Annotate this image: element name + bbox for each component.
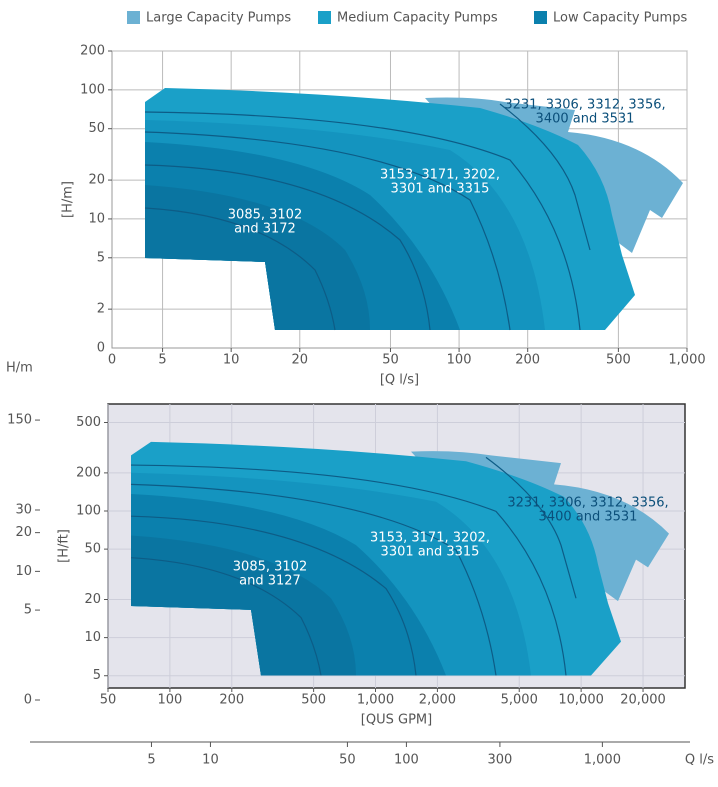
x-tick-label: 10,000	[558, 693, 604, 708]
y-tick-label: 500	[76, 415, 101, 430]
x-tick-label: 5	[158, 353, 166, 368]
annotation: 3301 and 3315	[381, 545, 480, 560]
legend-label: Medium Capacity Pumps	[337, 11, 498, 26]
annotation: 3231, 3306, 3312, 3356,	[504, 98, 665, 113]
y2-tick-label: 20	[15, 525, 32, 540]
y2-tick-label: 10	[15, 564, 32, 579]
annotation: and 3172	[234, 222, 296, 237]
y2-axis-label: H/m	[6, 361, 33, 376]
x-axis-label: [QUS GPM]	[361, 713, 432, 728]
annotation: 3301 and 3315	[391, 182, 490, 197]
x-tick-label: 200	[515, 353, 540, 368]
annotation: and 3127	[239, 574, 301, 589]
y2-origin-label: 0	[24, 693, 32, 708]
y2-tick-label: 150	[7, 413, 32, 428]
legend-swatch	[534, 11, 547, 24]
y2-tick-label: 30	[15, 502, 32, 517]
x-tick-label: 100	[447, 353, 472, 368]
legend-label: Low Capacity Pumps	[553, 11, 687, 26]
y-axis-label: [H/m]	[61, 181, 76, 218]
annotation: 3085, 3102	[233, 560, 307, 575]
y-tick-label: 20	[88, 173, 105, 188]
x-tick-label: 1,000	[668, 353, 705, 368]
legend-swatch	[127, 11, 140, 24]
annotation: 3231, 3306, 3312, 3356,	[507, 496, 668, 511]
x-tick-label: 20,000	[620, 693, 666, 708]
y-tick-label: 100	[76, 504, 101, 519]
y-tick-label: 200	[76, 465, 101, 480]
x-origin-label: 0	[108, 353, 116, 368]
annotation: 3085, 3102	[228, 208, 302, 223]
y-tick-label: 5	[93, 668, 101, 683]
legend: Large Capacity Pumps Medium Capacity Pump…	[127, 11, 687, 26]
x-tick-label: 50	[382, 353, 399, 368]
x2-tick-label: 300	[487, 753, 512, 768]
x-tick-label: 500	[301, 693, 326, 708]
annotation: 3400 and 3531	[536, 112, 635, 127]
y-tick-label: 50	[88, 121, 105, 136]
x-tick-label: 200	[219, 693, 244, 708]
y-tick-label: 10	[88, 211, 105, 226]
annotation: 3153, 3171, 3202,	[370, 531, 490, 546]
y-tick-label: 100	[80, 82, 105, 97]
x2-axis-label: Q l/s	[685, 753, 714, 768]
x-tick-label: 20	[292, 353, 309, 368]
x-tick-label: 2,000	[419, 693, 456, 708]
y-tick-label: 5	[97, 250, 105, 265]
x-tick-label: 100	[157, 693, 182, 708]
x2-tick-label: 10	[202, 753, 219, 768]
legend-label: Large Capacity Pumps	[146, 11, 291, 26]
x2-tick-label: 100	[394, 753, 419, 768]
x2-tick-label: 5	[147, 753, 155, 768]
legend-swatch	[318, 11, 331, 24]
x-tick-label: 50	[100, 693, 117, 708]
x-tick-label: 1,000	[357, 693, 394, 708]
x-tick-label: 5,000	[501, 693, 538, 708]
annotation: 3400 and 3531	[539, 510, 638, 525]
x2-tick-label: 1,000	[584, 753, 621, 768]
annotation: 3153, 3171, 3202,	[380, 168, 500, 183]
y-tick-label: 50	[84, 542, 101, 557]
y-tick-label: 20	[84, 592, 101, 607]
x-axis-label: [Q l/s]	[380, 373, 419, 388]
x-tick-label: 10	[223, 353, 240, 368]
x-tick-label: 500	[606, 353, 631, 368]
y-origin-label: 0	[97, 341, 105, 356]
y2-tick-label: 5	[24, 603, 32, 618]
y-tick-label: 2	[97, 302, 105, 317]
y-tick-label: 10	[84, 630, 101, 645]
x2-tick-label: 50	[339, 753, 356, 768]
y-tick-label: 200	[80, 44, 105, 59]
y-axis-label: [H/ft]	[57, 529, 72, 563]
